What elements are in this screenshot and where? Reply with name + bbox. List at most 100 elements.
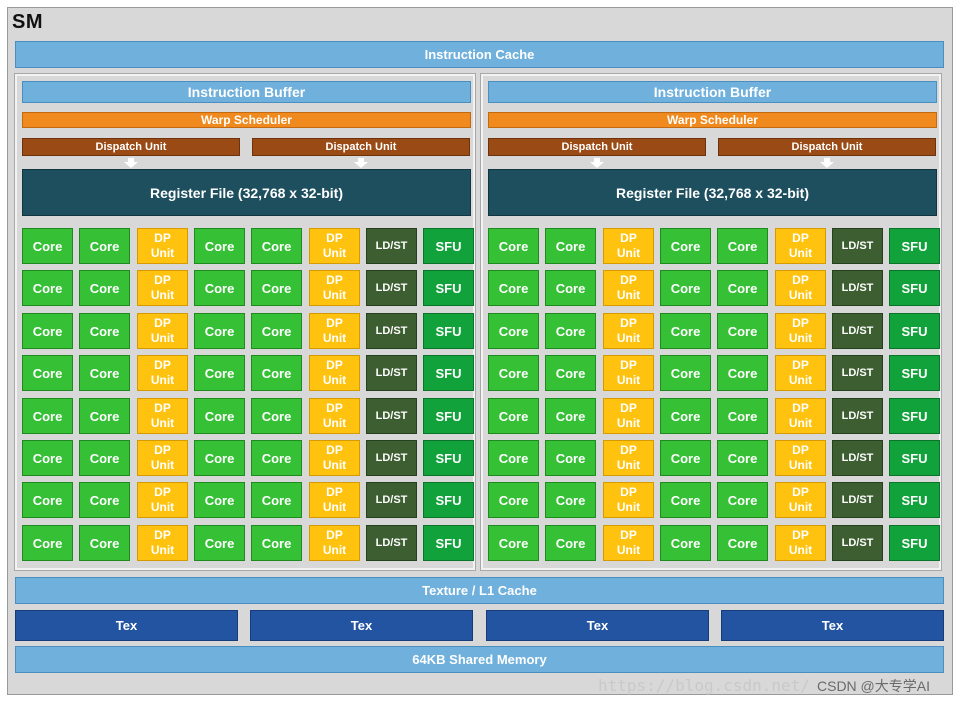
- core-unit: Core: [194, 525, 245, 561]
- core-unit: Core: [79, 313, 130, 349]
- core-unit: Core: [717, 270, 768, 306]
- dp-unit: DP Unit: [603, 313, 654, 349]
- down-arrow-icon: [820, 158, 834, 168]
- core-unit: Core: [717, 228, 768, 264]
- core-unit: Core: [717, 525, 768, 561]
- core-unit: Core: [194, 228, 245, 264]
- core-unit: Core: [251, 525, 302, 561]
- ldst-unit: LD/ST: [366, 270, 417, 306]
- ldst-unit: LD/ST: [832, 440, 883, 476]
- core-unit: Core: [79, 525, 130, 561]
- core-unit: Core: [488, 482, 539, 518]
- ldst-unit: LD/ST: [832, 313, 883, 349]
- core-unit: Core: [660, 525, 711, 561]
- dp-unit: DP Unit: [309, 313, 360, 349]
- execution-unit-grid: Core Core DP Unit Core Core DP Unit LD/ST SFU Co…: [488, 228, 940, 564]
- core-unit: Core: [488, 398, 539, 434]
- down-arrow-icon: [590, 158, 604, 168]
- core-unit: Core: [660, 398, 711, 434]
- core-unit: Core: [22, 398, 73, 434]
- core-unit: Core: [194, 313, 245, 349]
- dp-unit: DP Unit: [603, 482, 654, 518]
- core-unit: Core: [488, 525, 539, 561]
- shared-memory: 64KB Shared Memory: [15, 646, 944, 673]
- core-unit: Core: [545, 355, 596, 391]
- dp-unit: DP Unit: [775, 313, 826, 349]
- sfu-unit: SFU: [889, 270, 940, 306]
- dispatch-unit: Dispatch Unit: [488, 138, 706, 156]
- core-unit: Core: [251, 228, 302, 264]
- dp-unit: DP Unit: [603, 525, 654, 561]
- ldst-unit: LD/ST: [832, 482, 883, 518]
- processing-block-left: Instruction Buffer Warp Scheduler Dispat…: [14, 73, 476, 571]
- core-unit: Core: [251, 440, 302, 476]
- dp-unit: DP Unit: [775, 398, 826, 434]
- ldst-unit: LD/ST: [366, 313, 417, 349]
- core-unit: Core: [79, 398, 130, 434]
- core-unit: Core: [251, 313, 302, 349]
- sfu-unit: SFU: [889, 398, 940, 434]
- dispatch-unit: Dispatch Unit: [718, 138, 936, 156]
- instruction-buffer: Instruction Buffer: [488, 81, 937, 103]
- ldst-unit: LD/ST: [366, 398, 417, 434]
- down-arrow-icon: [354, 158, 368, 168]
- core-unit: Core: [194, 440, 245, 476]
- dp-unit: DP Unit: [775, 355, 826, 391]
- dp-unit: DP Unit: [137, 398, 188, 434]
- core-unit: Core: [79, 440, 130, 476]
- sfu-unit: SFU: [889, 355, 940, 391]
- sfu-unit: SFU: [423, 482, 474, 518]
- core-unit: Core: [545, 313, 596, 349]
- dp-unit: DP Unit: [309, 355, 360, 391]
- core-unit: Core: [22, 355, 73, 391]
- core-unit: Core: [488, 313, 539, 349]
- ldst-unit: LD/ST: [832, 398, 883, 434]
- dp-unit: DP Unit: [775, 270, 826, 306]
- core-unit: Core: [488, 440, 539, 476]
- core-unit: Core: [488, 228, 539, 264]
- ldst-unit: LD/ST: [832, 228, 883, 264]
- dp-unit: DP Unit: [137, 228, 188, 264]
- dp-unit: DP Unit: [775, 482, 826, 518]
- core-unit: Core: [660, 482, 711, 518]
- core-unit: Core: [488, 270, 539, 306]
- dp-unit: DP Unit: [309, 228, 360, 264]
- warp-scheduler: Warp Scheduler: [22, 112, 471, 128]
- core-unit: Core: [194, 482, 245, 518]
- core-unit: Core: [22, 313, 73, 349]
- sm-title: SM: [12, 11, 43, 33]
- watermark-url: https://blog.csdn.net/: [598, 676, 810, 695]
- dp-unit: DP Unit: [137, 355, 188, 391]
- ldst-unit: LD/ST: [832, 525, 883, 561]
- core-unit: Core: [22, 270, 73, 306]
- ldst-unit: LD/ST: [366, 482, 417, 518]
- core-unit: Core: [22, 228, 73, 264]
- ldst-unit: LD/ST: [832, 355, 883, 391]
- sfu-unit: SFU: [889, 482, 940, 518]
- core-unit: Core: [79, 270, 130, 306]
- core-unit: Core: [79, 355, 130, 391]
- core-unit: Core: [717, 355, 768, 391]
- core-unit: Core: [251, 482, 302, 518]
- core-unit: Core: [545, 482, 596, 518]
- dp-unit: DP Unit: [775, 525, 826, 561]
- dp-unit: DP Unit: [309, 440, 360, 476]
- core-unit: Core: [22, 525, 73, 561]
- core-unit: Core: [251, 355, 302, 391]
- dp-unit: DP Unit: [603, 228, 654, 264]
- core-unit: Core: [79, 228, 130, 264]
- core-unit: Core: [545, 270, 596, 306]
- core-unit: Core: [22, 440, 73, 476]
- sfu-unit: SFU: [423, 228, 474, 264]
- core-unit: Core: [194, 355, 245, 391]
- core-unit: Core: [22, 482, 73, 518]
- core-unit: Core: [660, 313, 711, 349]
- register-file: Register File (32,768 x 32-bit): [488, 169, 937, 216]
- core-unit: Core: [660, 228, 711, 264]
- ldst-unit: LD/ST: [832, 270, 883, 306]
- dp-unit: DP Unit: [137, 270, 188, 306]
- dp-unit: DP Unit: [775, 440, 826, 476]
- dp-unit: DP Unit: [603, 355, 654, 391]
- ldst-unit: LD/ST: [366, 525, 417, 561]
- core-unit: Core: [79, 482, 130, 518]
